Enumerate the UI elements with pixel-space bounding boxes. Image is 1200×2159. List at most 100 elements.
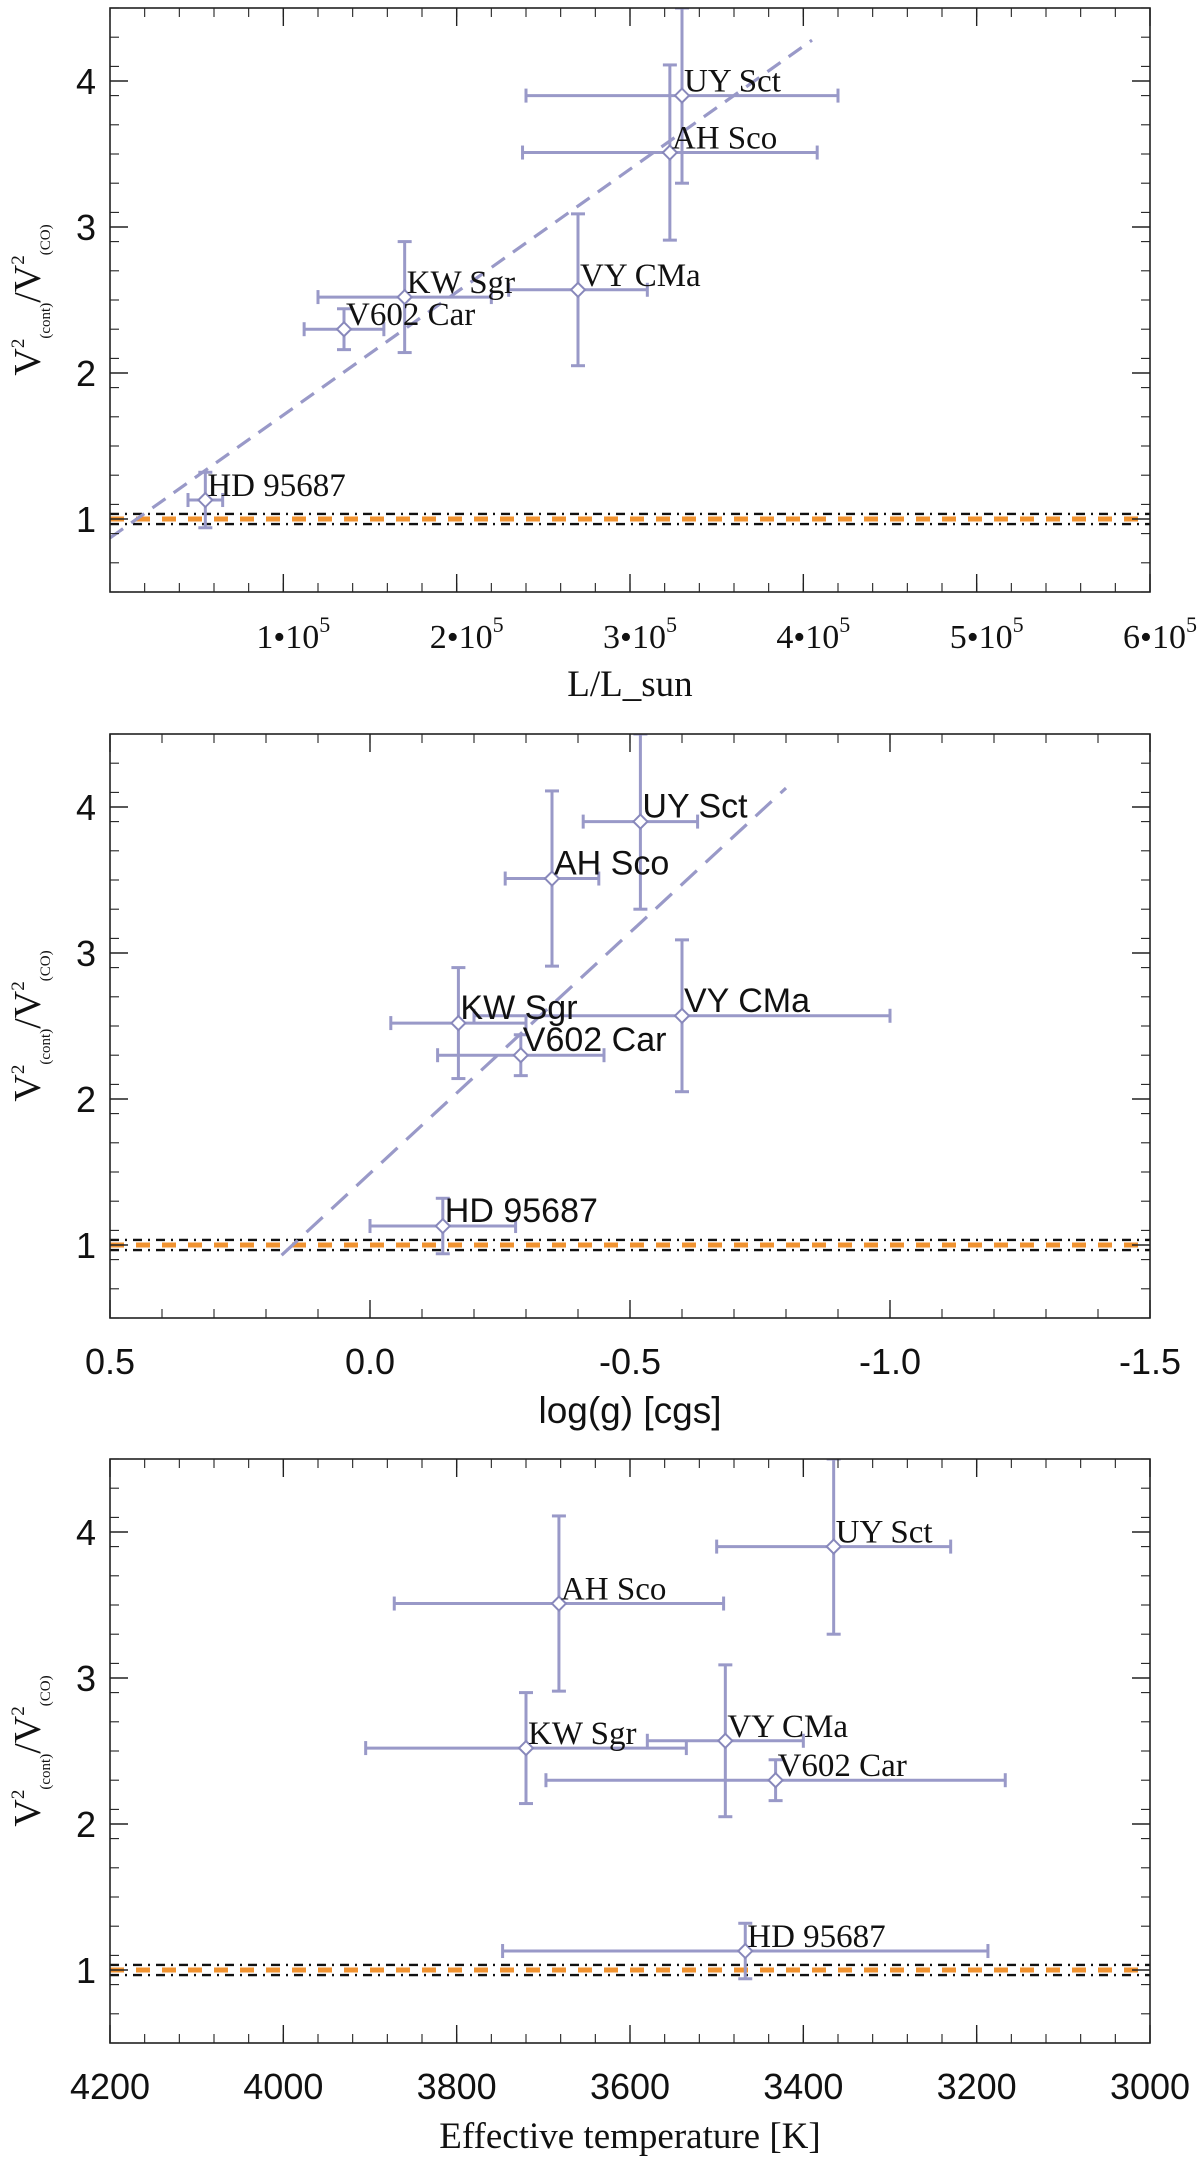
panel-temperature: UY Sct AH Sco VY CMa KW Sgr V602 Car HD 95687… <box>7 1458 1190 2157</box>
diamond-marker <box>569 281 587 299</box>
label-kw-sgr: KW Sgr <box>460 989 577 1027</box>
x-tick-label: 0.0 <box>345 1341 395 1382</box>
diamond-marker <box>396 288 414 306</box>
data-point-kw-sgr <box>316 240 493 355</box>
y-tick-label: 1 <box>76 1225 96 1266</box>
x-tick-label: 3600 <box>590 2066 670 2107</box>
fit-line <box>280 786 788 1257</box>
data-point-vy-cma <box>507 212 649 368</box>
data-point-uy-sct <box>715 1459 953 1636</box>
x-tick-label: 3200 <box>937 2066 1017 2107</box>
data-point-ah-sco <box>503 789 601 968</box>
label-v602-car: V602 Car <box>778 1748 907 1784</box>
label-hd-95687: HD 95687 <box>445 1192 598 1230</box>
label-uy-sct: UY Sct <box>642 788 748 826</box>
x-axis-title: Effective temperature [K] <box>439 2116 820 2157</box>
x-axis-title: L/L_sun <box>567 664 692 705</box>
data-points <box>368 734 892 1256</box>
x-tick-label: -0.5 <box>599 1341 661 1382</box>
x-tick-label: -1.5 <box>1119 1341 1181 1382</box>
label-kw-sgr: KW Sgr <box>528 1716 636 1752</box>
diamond-marker <box>434 1217 452 1235</box>
data-points <box>364 1459 1007 1981</box>
y-tick-label: 4 <box>76 61 96 102</box>
data-point-v602-car <box>544 1758 1007 1803</box>
label-ah-sco: AH Sco <box>672 121 777 157</box>
y-tick-label: 2 <box>76 1079 96 1120</box>
y-tick-label: 4 <box>76 787 96 828</box>
data-point-v602-car <box>436 1033 606 1078</box>
data-point-hd-95687 <box>368 1196 518 1256</box>
major-ticks: 4200 4000 3800 3600 3400 3200 3000 1 2 3 4 <box>70 1459 1190 2107</box>
data-point-ah-sco <box>521 63 819 242</box>
label-vy-cma: VY CMa <box>580 258 701 294</box>
label-ah-sco: AH Sco <box>561 1572 666 1608</box>
y-tick-label: 2 <box>76 353 96 394</box>
minor-ticks <box>109 1458 1151 2044</box>
label-v602-car: V602 Car <box>523 1021 667 1059</box>
data-point-hd-95687 <box>186 470 225 530</box>
label-hd-95687: HD 95687 <box>207 468 345 504</box>
reference-lines <box>110 1963 1150 1977</box>
diamond-marker <box>736 1942 754 1960</box>
data-points <box>186 8 840 530</box>
diamond-marker <box>673 87 691 105</box>
reference-lines <box>110 1238 1150 1252</box>
data-labels: UY Sct AH Sco VY CMa KW Sgr V602 Car HD 95687 <box>528 1515 933 1955</box>
reference-lines <box>110 512 1150 526</box>
data-point-uy-sct <box>581 734 700 911</box>
y-tick-label: 2 <box>76 1804 96 1845</box>
data-point-kw-sgr <box>389 966 528 1081</box>
y-tick-label: 4 <box>76 1512 96 1553</box>
data-point-v602-car <box>302 307 386 352</box>
diamond-marker <box>196 491 214 509</box>
diamond-marker <box>517 1739 535 1757</box>
diamond-marker <box>767 1771 785 1789</box>
x-tick-label: 6•105 <box>1123 612 1197 656</box>
x-tick-label: 3400 <box>763 2066 843 2107</box>
diamond-marker <box>449 1014 467 1032</box>
label-uy-sct: UY Sct <box>684 64 781 100</box>
x-tick-label: 0.5 <box>85 1341 135 1382</box>
label-ah-sco: AH Sco <box>554 845 669 883</box>
y-tick-label: 3 <box>76 207 96 248</box>
x-axis-title: log(g) [cgs] <box>538 1390 721 1431</box>
y-axis-title: V2(cont)/V2(CO) <box>7 1675 54 1826</box>
diamond-marker <box>512 1046 530 1064</box>
label-hd-95687: HD 95687 <box>747 1919 885 1955</box>
label-v602-car: V602 Car <box>346 297 475 333</box>
x-tick-label: 2•105 <box>430 612 504 656</box>
y-axis-title: V2(cont)/V2(CO) <box>7 950 54 1101</box>
y-axis-title: V2(cont)/V2(CO) <box>7 224 54 375</box>
label-vy-cma: VY CMa <box>727 1709 848 1745</box>
label-uy-sct: UY Sct <box>836 1515 933 1551</box>
y-tick-label: 1 <box>76 499 96 540</box>
x-tick-label: 4•105 <box>776 612 850 656</box>
diamond-marker <box>543 870 561 887</box>
y-tick-label: 3 <box>76 933 96 974</box>
y-tick-label: 1 <box>76 1950 96 1991</box>
diamond-marker <box>661 144 679 161</box>
data-point-kw-sgr <box>364 1691 688 1806</box>
x-tick-label: 4000 <box>243 2066 323 2107</box>
x-tick-label: -1.0 <box>859 1341 921 1382</box>
diamond-marker <box>550 1595 568 1612</box>
major-ticks: 1•105 2•105 3•105 4•105 5•105 6•105 1 2 3 4 <box>76 8 1197 656</box>
diamond-marker <box>335 320 353 338</box>
label-vy-cma: VY CMa <box>684 982 810 1020</box>
diamond-marker <box>825 1538 843 1556</box>
x-tick-label: 5•105 <box>950 612 1024 656</box>
x-tick-label: 3•105 <box>603 612 677 656</box>
x-tick-label: 3000 <box>1110 2066 1190 2107</box>
x-tick-label: 3800 <box>417 2066 497 2107</box>
data-point-hd-95687 <box>501 1921 990 1981</box>
y-tick-label: 3 <box>76 1658 96 1699</box>
diamond-marker <box>631 813 649 831</box>
x-tick-label: 4200 <box>70 2066 150 2107</box>
label-kw-sgr: KW Sgr <box>407 265 515 301</box>
